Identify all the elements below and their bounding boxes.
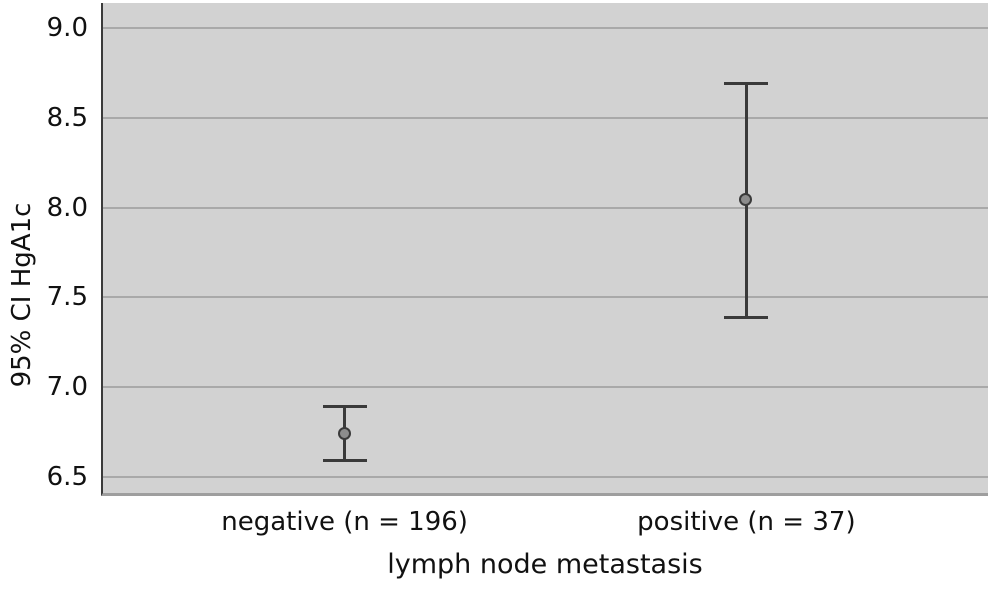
y-tick-label: 9.0 bbox=[46, 13, 88, 44]
gridline bbox=[103, 386, 988, 389]
mean-marker bbox=[337, 426, 351, 440]
y-tick-label: 6.5 bbox=[46, 461, 88, 492]
mean-marker bbox=[739, 193, 753, 207]
gridline bbox=[103, 116, 988, 119]
x-axis-title: lymph node metastasis bbox=[387, 549, 703, 580]
y-tick-label: 7.0 bbox=[46, 372, 88, 403]
ci-upper-cap bbox=[322, 405, 367, 409]
gridline bbox=[103, 475, 988, 478]
plot-area bbox=[101, 3, 988, 496]
x-category-label: positive (n = 37) bbox=[637, 507, 856, 537]
ci-upper-cap bbox=[724, 82, 769, 86]
y-tick-label: 8.0 bbox=[46, 192, 88, 223]
gridline bbox=[103, 27, 988, 30]
gridline bbox=[103, 296, 988, 299]
x-category-label: negative (n = 196) bbox=[221, 507, 468, 537]
ci-lower-cap bbox=[322, 459, 367, 463]
y-tick-label: 8.5 bbox=[46, 102, 88, 133]
y-tick-label: 7.5 bbox=[46, 282, 88, 313]
ci-lower-cap bbox=[724, 315, 769, 319]
gridline bbox=[103, 206, 988, 209]
